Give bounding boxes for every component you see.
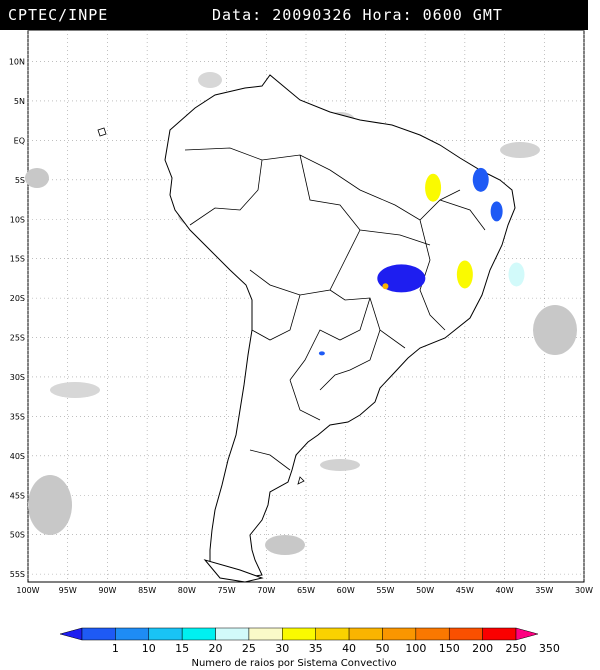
lat-label: 40S [10, 452, 25, 461]
legend-swatch [415, 627, 450, 641]
legend-tick: 25 [242, 642, 256, 655]
legend-tick: 35 [309, 642, 323, 655]
para-cluster [425, 173, 442, 202]
lon-label: 60W [337, 586, 355, 595]
storm-clusters [318, 167, 525, 356]
legend-tick: 350 [539, 642, 560, 655]
lon-label: 100W [16, 586, 39, 595]
legend-tick: 200 [472, 642, 493, 655]
lat-label: 10N [9, 58, 25, 67]
lon-label: 65W [297, 586, 315, 595]
time-label: Hora: [362, 6, 413, 24]
lat-label: 10S [10, 215, 25, 224]
lon-label: 55W [376, 586, 394, 595]
lon-label: 85W [138, 586, 156, 595]
lon-label: 40W [496, 586, 514, 595]
legend-tick: 40 [342, 642, 356, 655]
lat-label: 5N [14, 97, 25, 106]
legend-swatch [348, 627, 383, 641]
orange-cluster [382, 283, 389, 290]
lon-label: 95W [59, 586, 77, 595]
legend-swatch [282, 627, 316, 641]
lon-label: 50W [416, 586, 434, 595]
east-cluster [490, 201, 503, 222]
legend-tick: 20 [209, 642, 223, 655]
lat-label: 25S [10, 334, 25, 343]
map-header: CPTEC/INPE Data: 20090326 Hora: 0600 GMT [0, 0, 588, 30]
latitude-labels: 10N 5N EQ 5S 10S 15S 20S 25S 30S 35S 40S 45S 50S 55S [9, 58, 25, 580]
legend-ticks: 1 10 15 20 25 30 35 40 50 100 150 200 250 350 [112, 642, 560, 655]
lon-label: 80W [178, 586, 196, 595]
time-value: 0600 GMT [422, 6, 503, 24]
date-label: Data: [212, 6, 263, 24]
legend-swatch [248, 627, 283, 641]
lat-label: 15S [10, 255, 25, 264]
lat-label: 5S [15, 176, 25, 185]
legend-tick: 30 [275, 642, 289, 655]
continent-outline [97, 74, 516, 583]
lat-label: EQ [14, 136, 25, 145]
legend-swatch [515, 627, 539, 641]
legend-swatch [215, 627, 250, 641]
central-brazil-cluster [377, 264, 426, 293]
legend-caption: Numero de raios por Sistema Convectivo [191, 658, 396, 669]
legend-tick: 100 [405, 642, 426, 655]
source-label: CPTEC/INPE [8, 6, 109, 24]
legend-swatch [148, 627, 183, 641]
legend-tick: 15 [175, 642, 189, 655]
legend-tick: 250 [506, 642, 527, 655]
legend-swatch [382, 627, 417, 641]
legend-swatch [181, 627, 216, 641]
lon-label: 45W [456, 586, 474, 595]
lon-label: 90W [98, 586, 116, 595]
lat-label: 20S [10, 294, 25, 303]
coast-cluster [508, 262, 525, 287]
legend-swatch [315, 627, 350, 641]
legend-swatch [59, 627, 83, 641]
lat-label: 50S [10, 531, 25, 540]
legend-swatch [448, 627, 483, 641]
datetime-label: Data: 20090326 Hora: 0600 GMT [212, 6, 503, 24]
legend-tick: 10 [142, 642, 156, 655]
lightning-map: 10N5NEQ5S10S15S20S25S30S35S40S45S50S55S … [9, 30, 593, 595]
goias-cluster [456, 260, 473, 289]
lat-label: 45S [10, 491, 25, 500]
longitude-labels: 100W 95W 90W 85W 80W 75W 70W 65W 60W 55W 50W 45W 40W… [16, 586, 593, 595]
legend-swatch [482, 627, 517, 641]
lon-label: 35W [535, 586, 553, 595]
paraguay-cluster [318, 351, 325, 356]
lon-label: 30W [575, 586, 593, 595]
lon-label: 70W [257, 586, 275, 595]
lat-label: 35S [10, 412, 25, 421]
legend-colorbar [59, 627, 539, 641]
lat-label: 30S [10, 373, 25, 382]
legend: 1 10 15 20 25 30 35 40 50 100 150 200 250 350 Numero … [59, 627, 560, 669]
lon-label: 75W [218, 586, 236, 595]
northeast-cluster [472, 167, 489, 192]
legend-tick: 1 [112, 642, 119, 655]
legend-tick: 150 [439, 642, 460, 655]
date-value: 20090326 [272, 6, 353, 24]
legend-tick: 50 [375, 642, 389, 655]
legend-swatch [115, 627, 150, 641]
legend-swatch [81, 627, 116, 641]
lat-label: 55S [10, 570, 25, 579]
